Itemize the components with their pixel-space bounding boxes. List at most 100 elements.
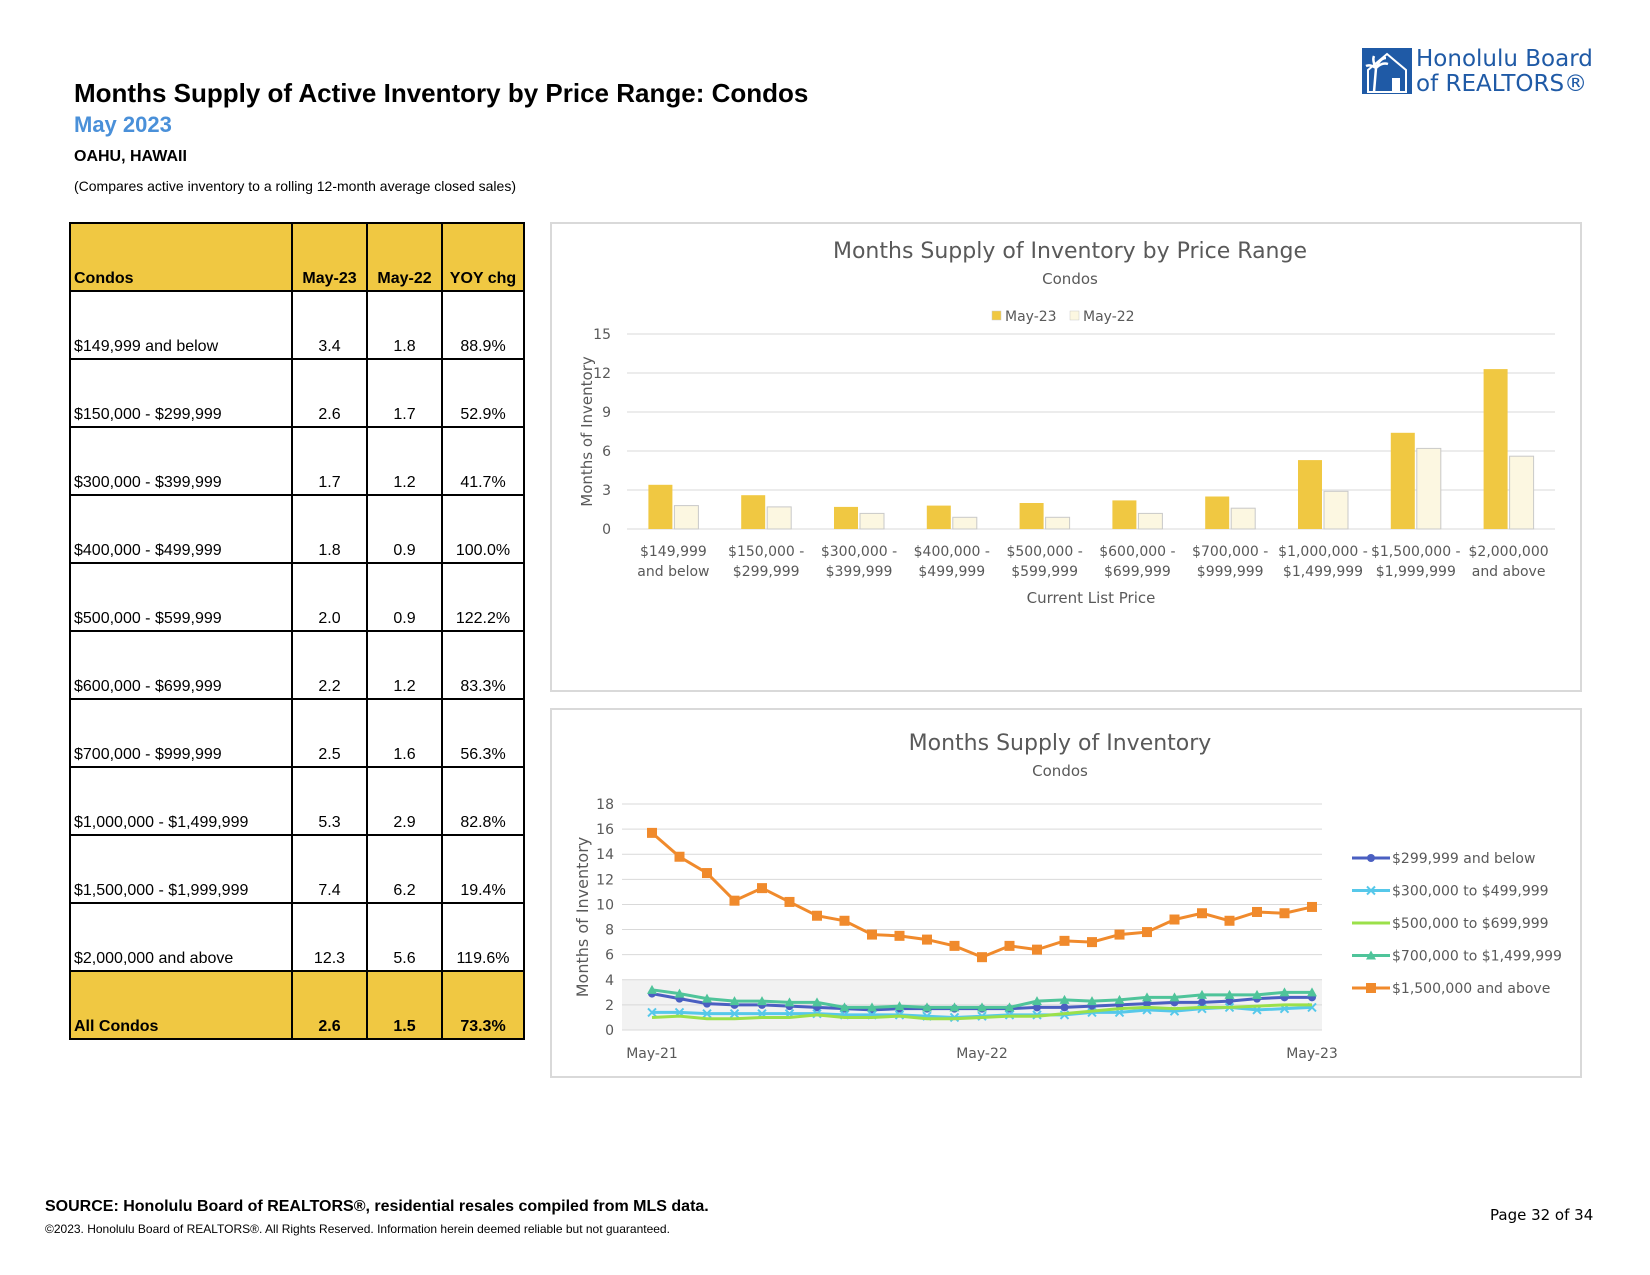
table-cell: 3.4 [291, 290, 368, 360]
data-point [1224, 915, 1235, 926]
x-tick-label: $700,000 - [1192, 544, 1268, 560]
table-cell: All Condos [69, 970, 293, 1040]
table-cell: 100.0% [441, 494, 525, 564]
bar [1045, 516, 1071, 530]
bar [648, 484, 673, 529]
bar [952, 516, 978, 530]
data-point [949, 1002, 960, 1012]
chart-subtitle: Condos [1032, 762, 1088, 780]
bar [1416, 447, 1442, 530]
data-point [894, 1001, 905, 1011]
data-point [674, 851, 685, 862]
y-axis-label: Months of Inventory [573, 837, 592, 998]
x-tick-label: $600,000 - [1099, 544, 1175, 560]
data-point [1279, 908, 1290, 919]
legend-label: $700,000 to $1,499,999 [1392, 949, 1562, 965]
table-cell: 12.3 [291, 902, 368, 972]
y-tick-label: 0 [602, 522, 611, 538]
x-tick-label: $1,000,000 - [1278, 544, 1368, 560]
data-point [1225, 997, 1234, 1006]
data-point [647, 984, 657, 994]
data-point [1004, 1002, 1015, 1012]
table-cell: $400,000 - $499,999 [69, 494, 293, 564]
data-point [1060, 1003, 1069, 1012]
table-cell: $600,000 - $699,999 [69, 630, 293, 700]
y-tick-label: 12 [596, 872, 614, 888]
data-point [1197, 908, 1207, 919]
y-tick-label: 16 [596, 822, 614, 838]
table-cell: 2.0 [291, 562, 368, 632]
data-point [977, 952, 987, 963]
table-cell: 1.2 [366, 426, 443, 496]
data-point [867, 929, 877, 940]
table-row: $1,500,000 - $1,999,999 7.4 6.2 19.4% [69, 834, 525, 904]
x-tick-label: $1,499,999 [1283, 564, 1363, 580]
page-number: Page 32 of 34 [1490, 1206, 1594, 1224]
series-line [651, 1003, 1312, 1021]
data-point [839, 1002, 850, 1012]
data-point [757, 996, 767, 1006]
table-cell: 83.3% [441, 630, 525, 700]
legend-swatch [991, 310, 1002, 321]
data-point [702, 868, 712, 879]
legend-label: $299,999 and below [1392, 851, 1535, 867]
data-point [1307, 987, 1317, 997]
table-cell: $1,500,000 - $1,999,999 [69, 834, 293, 904]
y-axis-label: Months of Inventory [578, 356, 596, 507]
table-row: $400,000 - $499,999 1.8 0.9 100.0% [69, 494, 525, 564]
data-point [1252, 989, 1262, 999]
table-row: $1,000,000 - $1,499,999 5.3 2.9 82.8% [69, 766, 525, 836]
report-date: May 2023 [74, 112, 172, 137]
data-point [1224, 989, 1235, 999]
data-point [867, 1002, 877, 1012]
table-cell: 2.2 [291, 630, 368, 700]
x-tick-label: $399,999 [826, 564, 893, 580]
data-point [1059, 994, 1070, 1004]
table-cell: 19.4% [441, 834, 525, 904]
x-tick-label: May-23 [1286, 1046, 1338, 1062]
table-cell: 52.9% [441, 358, 525, 428]
series-group [647, 827, 1317, 963]
legend-marker [1366, 950, 1376, 960]
bar [1483, 369, 1508, 529]
data-point [1087, 937, 1097, 948]
data-point [647, 827, 657, 838]
data-point [729, 1008, 740, 1019]
x-tick-label: $400,000 - [914, 544, 990, 560]
legend-label: $500,000 to $699,999 [1392, 916, 1549, 932]
table-cell: 6.2 [366, 834, 443, 904]
table-row: $600,000 - $699,999 2.2 1.2 83.3% [69, 630, 525, 700]
x-tick-label: $499,999 [918, 564, 985, 580]
table-cell: 56.3% [441, 698, 525, 768]
table-cell: Condos [69, 222, 293, 292]
data-point [702, 1008, 712, 1019]
data-point [894, 930, 905, 941]
table-cell: $150,000 - $299,999 [69, 358, 293, 428]
y-tick-label: 10 [596, 897, 614, 913]
table-cell: 122.2% [441, 562, 525, 632]
logo: Honolulu Board of REALTORS® [1360, 44, 1620, 100]
legend-label: May-22 [1083, 309, 1135, 325]
table-cell: 2.5 [291, 698, 368, 768]
data-point [784, 896, 795, 907]
table-cell: 1.8 [291, 494, 368, 564]
data-point [1197, 989, 1207, 999]
data-point [1143, 999, 1151, 1008]
data-point [647, 1007, 657, 1018]
table-row: $149,999 and below 3.4 1.8 88.9% [69, 290, 525, 360]
table-cell: 1.2 [366, 630, 443, 700]
bar [834, 506, 858, 529]
data-point [1252, 906, 1262, 917]
table-cell: 1.7 [291, 426, 368, 496]
x-tick-label: $1,500,000 - [1371, 544, 1461, 560]
y-tick-label: 6 [605, 948, 614, 964]
x-tick-label: $999,999 [1197, 564, 1264, 580]
data-point [812, 910, 822, 921]
table-cell: 7.4 [291, 834, 368, 904]
table-cell: 1.7 [366, 358, 443, 428]
table-cell: $500,000 - $599,999 [69, 562, 293, 632]
legend-label: $300,000 to $499,999 [1392, 884, 1549, 900]
y-tick-label: 4 [605, 973, 614, 989]
palm-house-icon [1362, 48, 1412, 94]
y-tick-label: 14 [596, 847, 614, 863]
